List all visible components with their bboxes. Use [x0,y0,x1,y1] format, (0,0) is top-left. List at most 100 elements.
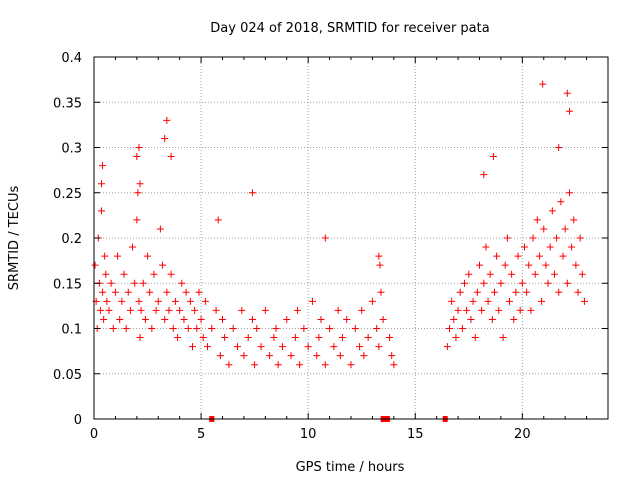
data-point [493,252,501,260]
data-point [137,306,145,314]
data-point [542,261,550,269]
data-point [555,144,563,151]
data-point [463,306,471,314]
data-point [501,261,509,269]
data-point [97,207,105,215]
data-point [120,270,128,278]
data-point [133,216,141,224]
data-point [270,334,278,342]
data-point [347,361,355,369]
data-point [563,89,571,97]
data-point [360,352,368,360]
y-tick-label: 0.25 [53,187,82,202]
data-point [473,288,481,296]
y-tick-label: 0.35 [53,96,82,111]
data-point [486,270,494,278]
data-point [386,334,394,342]
axis-ticks: 0 5 10 15 20 0 0.05 0.1 0.15 0.2 0.25 0.3 0.35 0.4 [53,51,608,442]
data-point [134,189,142,197]
data-point [326,325,334,332]
data-point [377,288,385,296]
data-point [379,315,387,323]
data-point [148,325,156,332]
data-point [100,315,108,323]
data-point [343,315,351,323]
data-point [163,116,171,124]
data-point [248,189,256,197]
data-point [565,189,573,197]
data-point [364,334,372,342]
data-point [458,325,466,332]
data-point [167,153,175,161]
data-point [315,334,323,342]
data-point [476,261,483,269]
data-point [118,297,126,305]
data-point [248,315,256,323]
data-point [135,144,143,151]
y-tick-label: 0.4 [61,51,82,66]
data-point [304,343,312,351]
data-point [244,334,252,342]
data-point [156,225,164,233]
data-point [300,325,308,332]
data-point [375,343,383,351]
data-point [97,180,105,188]
data-point [375,252,383,260]
data-point [356,343,364,351]
data-point [139,279,147,287]
data-point [351,325,359,332]
data-point [548,207,556,215]
data-point [557,198,565,206]
data-point [184,325,192,332]
data-point [580,297,588,305]
data-point [574,288,582,296]
data-point [484,297,492,305]
data-point [91,261,99,269]
data-point [178,279,186,287]
data-point [186,297,194,305]
data-point [214,216,222,224]
data-point [317,315,325,323]
data-point [135,297,143,305]
data-point [482,243,490,251]
data-point [251,361,259,369]
grid [94,57,608,419]
data-point [480,279,488,287]
data-point [471,334,479,342]
data-point [293,306,301,314]
data-point [338,334,346,342]
data-point [114,252,122,260]
data-point [141,315,149,323]
data-point [176,306,184,314]
data-point [527,306,535,314]
data-point [456,288,464,296]
data-point [330,343,338,351]
data-point [388,352,396,360]
data-point [96,306,104,314]
data-point [510,315,518,323]
data-point [553,234,561,242]
data-point [124,288,132,296]
data-point [238,306,246,314]
data-point [161,315,169,323]
data-point [116,315,124,323]
data-point [161,134,169,142]
data-point [180,315,188,323]
data-point [126,306,134,314]
data-point [103,297,111,305]
data-point [101,252,109,260]
data-point [136,334,144,342]
data-point [570,216,578,224]
data-point [308,297,316,305]
data-point [467,315,475,323]
data-point [189,343,197,351]
data-point [221,334,229,342]
data-point [291,334,299,342]
data-point [111,288,119,296]
data-point [576,234,584,242]
x-tick-label: 20 [514,427,531,442]
data-point [518,279,526,287]
x-tick-label: 5 [197,427,205,442]
data-point [208,325,216,332]
